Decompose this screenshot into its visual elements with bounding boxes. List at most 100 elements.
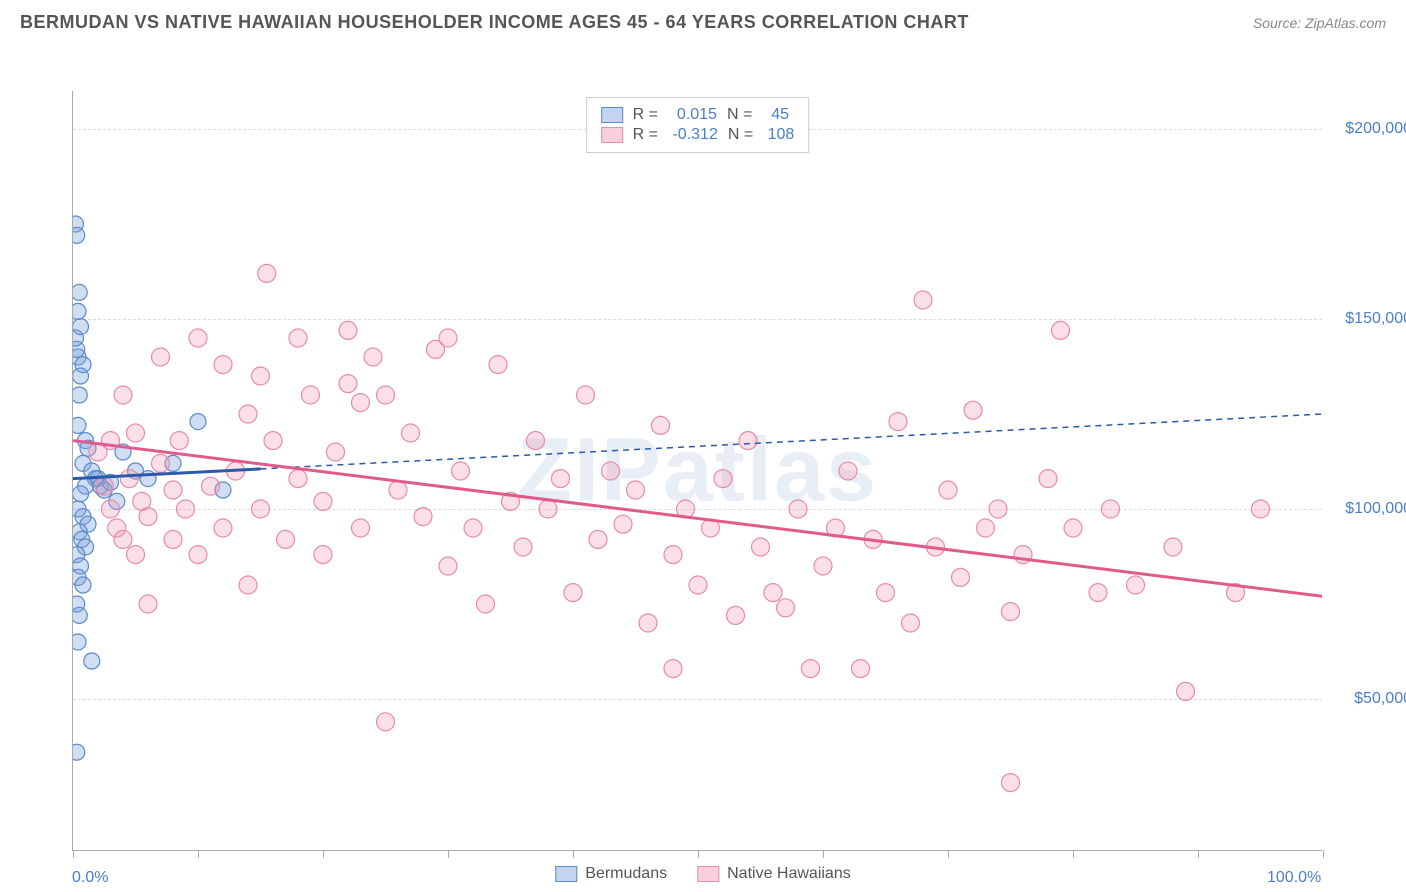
data-point xyxy=(902,614,920,632)
data-point xyxy=(190,414,206,430)
data-point xyxy=(102,500,120,518)
data-point xyxy=(164,481,182,499)
x-tick xyxy=(948,850,949,858)
data-point xyxy=(73,319,89,335)
data-point xyxy=(1164,538,1182,556)
legend-swatch xyxy=(601,107,623,123)
data-point xyxy=(95,477,113,495)
data-point xyxy=(589,530,607,548)
data-point xyxy=(314,546,332,564)
n-label: N = xyxy=(728,126,753,144)
data-point xyxy=(1089,584,1107,602)
data-point xyxy=(139,508,157,526)
n-value: 108 xyxy=(763,126,794,144)
data-point xyxy=(73,227,85,243)
data-point xyxy=(914,291,932,309)
data-point xyxy=(339,375,357,393)
data-point xyxy=(73,607,87,623)
y-tick-label: $100,000 xyxy=(1345,500,1406,518)
n-value: 45 xyxy=(762,106,789,124)
data-point xyxy=(539,500,557,518)
data-point xyxy=(73,284,87,300)
data-point xyxy=(1002,774,1020,792)
data-point xyxy=(839,462,857,480)
data-point xyxy=(402,424,420,442)
data-point xyxy=(602,462,620,480)
data-point xyxy=(139,595,157,613)
data-point xyxy=(1064,519,1082,537)
legend-label: Native Hawaiians xyxy=(727,865,851,883)
data-point xyxy=(202,477,220,495)
x-tick xyxy=(573,850,574,858)
x-tick xyxy=(323,850,324,858)
data-point xyxy=(477,595,495,613)
data-point xyxy=(789,500,807,518)
plot-area: ZIPatlas R = 0.015N = 45R = -0.312N = 10… xyxy=(72,91,1322,851)
data-point xyxy=(352,519,370,537)
data-point xyxy=(664,660,682,678)
data-point xyxy=(527,432,545,450)
data-point xyxy=(170,432,188,450)
data-point xyxy=(127,424,145,442)
data-point xyxy=(214,519,232,537)
data-point xyxy=(84,653,100,669)
data-point xyxy=(252,367,270,385)
r-value: 0.015 xyxy=(668,106,717,124)
data-point xyxy=(652,416,670,434)
data-point xyxy=(1252,500,1270,518)
data-point xyxy=(1039,470,1057,488)
x-tick xyxy=(198,850,199,858)
data-point xyxy=(1177,682,1195,700)
data-point xyxy=(252,500,270,518)
data-point xyxy=(73,303,86,319)
source-label: Source: ZipAtlas.com xyxy=(1253,15,1386,31)
x-tick xyxy=(823,850,824,858)
data-point xyxy=(164,530,182,548)
data-point xyxy=(73,417,86,433)
data-point xyxy=(352,394,370,412)
data-point xyxy=(464,519,482,537)
x-tick xyxy=(1073,850,1074,858)
data-point xyxy=(739,432,757,450)
data-point xyxy=(114,530,132,548)
data-point xyxy=(389,481,407,499)
y-tick-label: $150,000 xyxy=(1345,310,1406,328)
legend-series: BermudansNative Hawaiians xyxy=(555,865,850,883)
data-point xyxy=(377,386,395,404)
data-point xyxy=(777,599,795,617)
data-point xyxy=(764,584,782,602)
data-point xyxy=(939,481,957,499)
data-point xyxy=(75,357,91,373)
data-point xyxy=(664,546,682,564)
data-point xyxy=(152,454,170,472)
data-point xyxy=(114,386,132,404)
data-point xyxy=(639,614,657,632)
data-point xyxy=(889,413,907,431)
data-point xyxy=(327,443,345,461)
x-tick xyxy=(1198,850,1199,858)
data-point xyxy=(239,405,257,423)
data-point xyxy=(127,546,145,564)
data-point xyxy=(439,557,457,575)
x-tick xyxy=(448,850,449,858)
data-point xyxy=(439,329,457,347)
data-point xyxy=(152,348,170,366)
data-point xyxy=(73,744,85,760)
data-point xyxy=(877,584,895,602)
x-tick xyxy=(698,850,699,858)
chart-title: BERMUDAN VS NATIVE HAWAIIAN HOUSEHOLDER … xyxy=(20,12,969,33)
data-point xyxy=(852,660,870,678)
data-point xyxy=(489,356,507,374)
legend-stat-row: R = 0.015 N = 45 xyxy=(601,106,795,124)
data-point xyxy=(989,500,1007,518)
data-point xyxy=(952,568,970,586)
x-axis-start-label: 0.0% xyxy=(72,869,108,887)
data-point xyxy=(964,401,982,419)
legend-swatch xyxy=(697,866,719,882)
r-value: -0.312 xyxy=(668,126,718,144)
data-point xyxy=(239,576,257,594)
r-label: R = xyxy=(633,106,658,124)
n-label: N = xyxy=(727,106,752,124)
data-point xyxy=(189,329,207,347)
data-point xyxy=(258,264,276,282)
